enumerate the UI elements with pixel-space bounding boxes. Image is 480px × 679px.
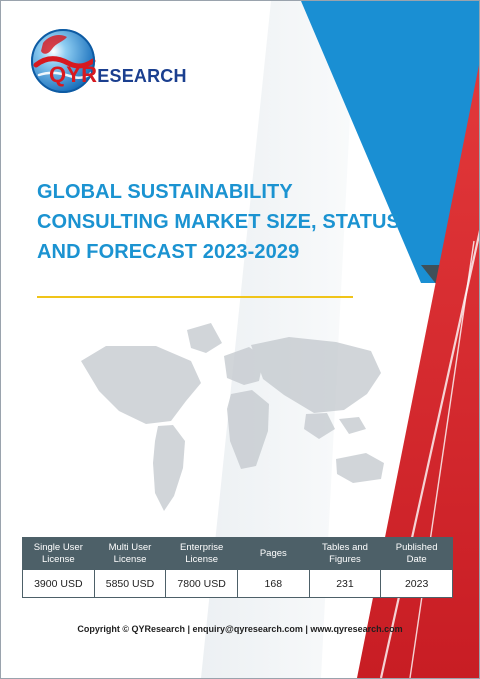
pricing-table-value-row: 3900 USD 5850 USD 7800 USD 168 231 2023 (22, 569, 453, 598)
pricing-table-header-row: Single User License Multi User License E… (22, 537, 453, 570)
footer-copyright: Copyright © QYResearch | enquiry@qyresea… (77, 624, 403, 634)
pages-header: Pages (236, 537, 310, 570)
title-divider (37, 296, 353, 298)
tables-figures-count: 231 (308, 569, 382, 598)
single-user-license-price: 3900 USD (22, 569, 95, 598)
logo-wordmark-qyr: QYR (49, 62, 98, 87)
published-date-header: Published Date (380, 537, 453, 570)
published-date: 2023 (380, 569, 453, 598)
world-map-watermark (81, 323, 384, 511)
report-title-line-2: CONSULTING MARKET SIZE, STATUS (37, 211, 400, 233)
pages-count: 168 (236, 569, 310, 598)
enterprise-license-header: Enterprise License (165, 537, 238, 570)
multi-user-license-header: Multi User License (93, 537, 167, 570)
logo-wordmark: QYRESEARCH (49, 62, 187, 88)
enterprise-license-price: 7800 USD (165, 569, 238, 598)
tables-figures-header: Tables and Figures (308, 537, 382, 570)
qyresearch-logo: QYRESEARCH (29, 27, 189, 97)
report-title-line-3: AND FORECAST 2023-2029 (37, 241, 300, 263)
report-title: GLOBAL SUSTAINABILITY CONSULTING MARKET … (37, 177, 427, 267)
globe-icon (31, 29, 96, 93)
logo-wordmark-rest: ESEARCH (97, 66, 187, 86)
pricing-info-table: Single User License Multi User License E… (22, 537, 453, 598)
report-title-line-1: GLOBAL SUSTAINABILITY (37, 181, 293, 203)
single-user-license-header: Single User License (22, 537, 95, 570)
multi-user-license-price: 5850 USD (93, 569, 167, 598)
